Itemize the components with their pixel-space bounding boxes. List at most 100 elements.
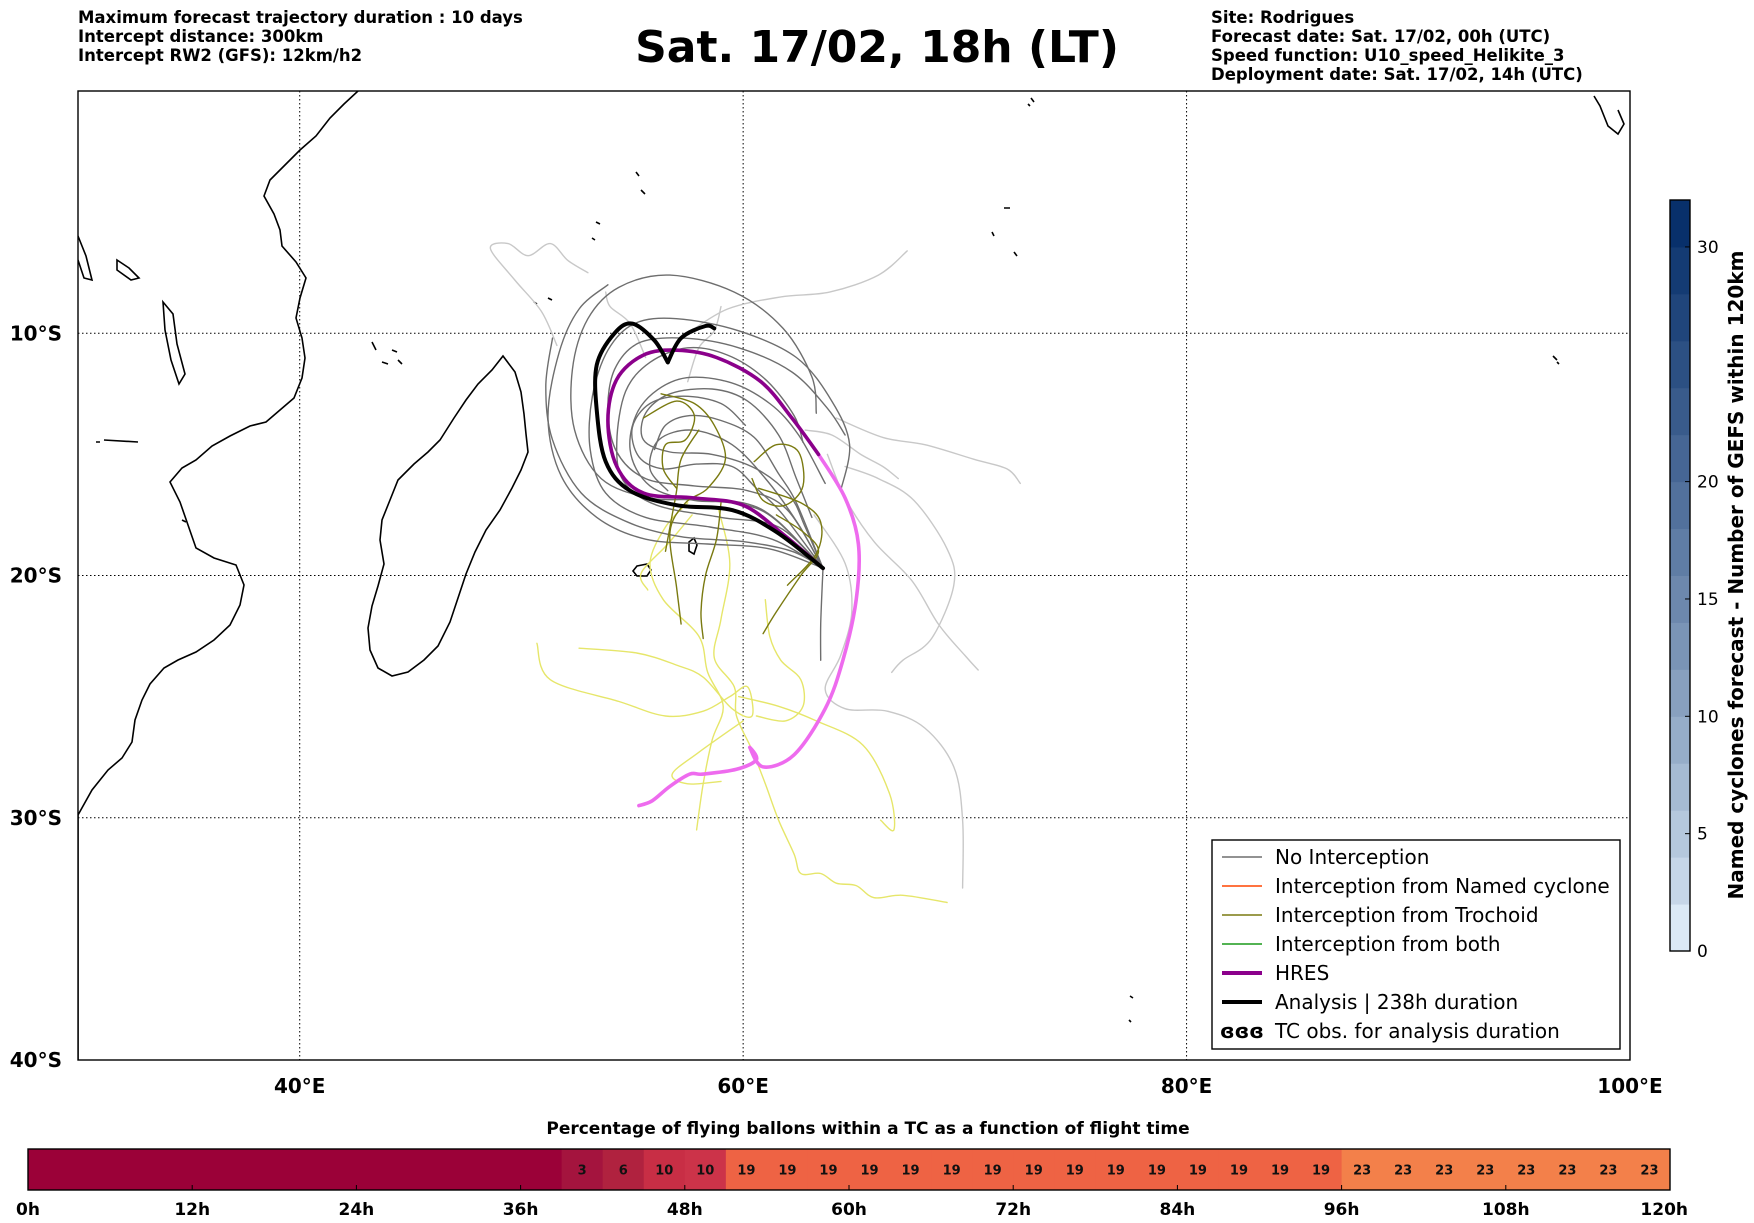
flight-bar-value: 19 — [1107, 1164, 1125, 1179]
trochoid-interception-track — [660, 393, 727, 625]
cyclone-colorbar: 0 5 10 15 20 30 Named cyclones forecast - Num… — [1669, 199, 1748, 962]
flight-bar-value: 19 — [1066, 1164, 1084, 1179]
flight-bar-cell — [684, 1149, 727, 1190]
colorbar-step — [1670, 716, 1690, 764]
flight-bar-cell — [1054, 1149, 1096, 1190]
legend-label: Interception from Named cyclone — [1275, 874, 1610, 898]
no-interception-track — [615, 346, 824, 569]
legend-label: Interception from both — [1275, 932, 1501, 956]
flight-bar-tick-label: 24h — [339, 1200, 375, 1220]
flight-bar-cell — [1259, 1149, 1302, 1190]
flight-bar-value: 10 — [696, 1164, 714, 1179]
flight-bar-value: 19 — [902, 1164, 920, 1179]
flight-bar-tick-label: 108h — [1482, 1200, 1530, 1220]
hres-track-early — [606, 348, 825, 570]
flight-bar-value: 23 — [1599, 1164, 1617, 1179]
flight-time-bar: Percentage of flying ballons within a TC… — [16, 1119, 1688, 1220]
flight-bar-tick-label: 84h — [1160, 1200, 1196, 1220]
colorbar-step — [1670, 810, 1690, 858]
colorbar-tick-label: 15 — [1697, 590, 1719, 610]
analysis-track-origin — [665, 323, 717, 365]
trochoid-interception-track-faded — [536, 642, 754, 718]
flight-bar-cell — [807, 1149, 850, 1190]
flight-bar-cell — [1546, 1149, 1589, 1190]
map-frame — [77, 90, 1631, 1061]
flight-bar-tick-label: 72h — [995, 1200, 1031, 1220]
colorbar-tick-label: 0 — [1697, 942, 1708, 962]
trochoid-interception-track-faded — [671, 720, 744, 785]
latitude-tick-label: 30°S — [10, 806, 62, 830]
flight-bar-value: 23 — [1640, 1164, 1658, 1179]
madagascar-coastline — [367, 354, 529, 677]
colorbar-tick-label: 30 — [1697, 238, 1719, 258]
flight-bar-cell — [931, 1149, 973, 1190]
header-right-line-4: Deployment date: Sat. 17/02, 14h (UTC) — [1211, 65, 1583, 84]
header-right-line-3: Speed function: U10_speed_Helikite_3 — [1211, 46, 1565, 65]
latitude-tick-label: 40°S — [10, 1048, 62, 1072]
latitude-ticks: 10°S 20°S 30°S 40°S — [10, 321, 62, 1072]
trochoid-interception-track — [664, 429, 700, 552]
header-right-line-2: Forecast date: Sat. 17/02, 00h (UTC) — [1211, 27, 1551, 46]
legend-label: Analysis | 238h duration — [1275, 990, 1518, 1014]
cocos-islands — [1552, 355, 1560, 365]
hres-track-late — [637, 452, 862, 808]
header-right-line-1: Site: Rodrigues — [1211, 8, 1355, 27]
no-interception-track-faded — [835, 417, 1021, 485]
colorbar-tick-label: 10 — [1697, 707, 1719, 727]
map-legend: No Interception Interception from Named c… — [1211, 839, 1621, 1050]
amsterdam-island — [1128, 995, 1134, 1023]
flight-bar-cell — [972, 1149, 1014, 1190]
trochoid-interception-track-faded — [713, 509, 948, 904]
no-interception-track-faded — [687, 305, 722, 383]
flight-bar-cell — [643, 1149, 686, 1190]
no-interception-track — [653, 414, 824, 569]
trochoid-interception-track-faded — [639, 514, 693, 591]
flight-bar-tick-label: 96h — [1324, 1200, 1360, 1220]
trochoid-interception-track-faded — [649, 502, 724, 831]
latitude-tick-label: 20°S — [10, 564, 62, 588]
zanzibar-island — [116, 258, 141, 281]
colorbar-step — [1670, 434, 1690, 483]
flight-bar-tick-label: 120h — [1640, 1200, 1688, 1220]
colorbar-step — [1670, 340, 1690, 389]
longitude-tick-label: 100°E — [1597, 1074, 1662, 1098]
flight-bar-cell — [28, 1149, 563, 1190]
flight-bar-tick-label: 0h — [16, 1200, 40, 1220]
flight-bar-value: 19 — [1312, 1164, 1330, 1179]
flight-bar-value: 23 — [1353, 1164, 1371, 1179]
flight-bar-cell — [1136, 1149, 1178, 1190]
header-left: Maximum forecast trajectory duration : 1… — [78, 8, 523, 65]
africa-coastline — [78, 91, 359, 1060]
no-interception-track — [648, 429, 824, 569]
flight-bar-cell — [1464, 1149, 1507, 1190]
flight-bar-value: 19 — [778, 1164, 796, 1179]
flight-bar-value: 19 — [1189, 1164, 1207, 1179]
colorbar-step — [1670, 622, 1690, 670]
latitude-tick-label: 10°S — [10, 321, 62, 345]
no-interception-track — [547, 284, 824, 569]
flight-bar-cell — [1423, 1149, 1466, 1190]
colorbar-step — [1670, 669, 1690, 717]
no-interception-track — [640, 387, 824, 569]
flight-bar-cell — [725, 1149, 768, 1190]
flight-bar-cells: 3 6 10 10 19 19 19 19 19 19 19 19 19 19 19 19 19 19 19 23 23… — [28, 1149, 1671, 1190]
colorbar-steps — [1670, 200, 1690, 952]
trajectory-layer — [489, 242, 1021, 904]
colorbar-step — [1670, 528, 1690, 576]
legend-items: No Interception Interception from Named c… — [1220, 845, 1610, 1043]
no-interception-track — [607, 337, 846, 569]
flight-bar-cell — [1505, 1149, 1548, 1190]
flight-bar-value: 19 — [943, 1164, 961, 1179]
flight-bar-value: 10 — [655, 1164, 673, 1179]
flight-bar-cell — [1587, 1149, 1630, 1190]
flight-bar-cell — [849, 1149, 891, 1190]
map-title: Sat. 17/02, 18h (LT) — [635, 22, 1119, 73]
flight-bar-value: 23 — [1435, 1164, 1453, 1179]
trochoid-interception-track — [700, 502, 722, 640]
flight-bar-value: 19 — [819, 1164, 837, 1179]
legend-label: No Interception — [1275, 845, 1429, 869]
flight-bar-cell — [1628, 1149, 1671, 1190]
maldives-islands — [1027, 97, 1035, 107]
colorbar-step — [1670, 293, 1690, 342]
